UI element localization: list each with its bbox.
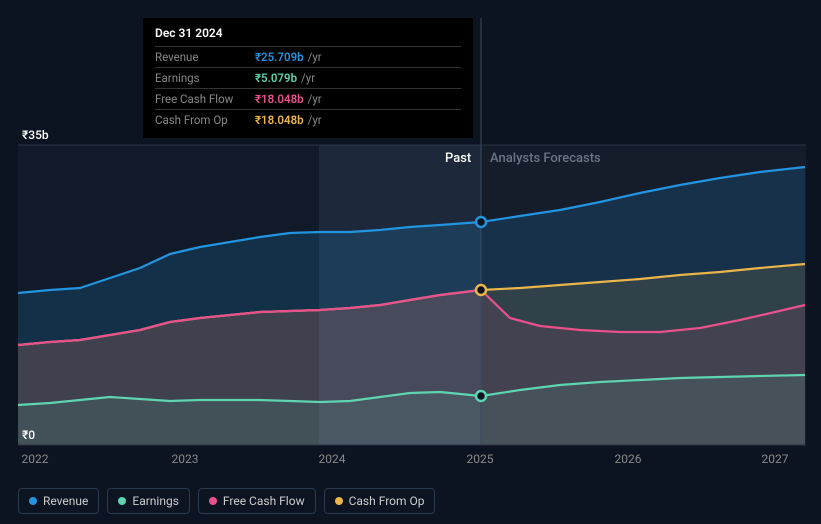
section-label-forecast: Analysts Forecasts bbox=[490, 151, 601, 166]
legend-item-earnings[interactable]: Earnings bbox=[107, 488, 190, 514]
tooltip-value: ₹25.709b bbox=[255, 50, 304, 64]
y-axis-max: ₹35b bbox=[22, 128, 49, 142]
legend: Revenue Earnings Free Cash Flow Cash From O… bbox=[18, 488, 435, 514]
tooltip-value: ₹5.079b bbox=[255, 71, 297, 85]
x-tick-2026: 2026 bbox=[615, 452, 642, 466]
y-axis-min: ₹0 bbox=[22, 428, 35, 442]
legend-dot-icon bbox=[209, 497, 217, 505]
legend-dot-icon bbox=[335, 497, 343, 505]
x-tick-2022: 2022 bbox=[22, 452, 49, 466]
tooltip-row: Cash From Op₹18.048b/yr bbox=[155, 109, 461, 130]
tooltip-unit: /yr bbox=[301, 71, 315, 85]
legend-label: Revenue bbox=[43, 494, 88, 508]
tooltip-label: Cash From Op bbox=[155, 113, 255, 127]
tooltip-value: ₹18.048b bbox=[255, 92, 304, 106]
legend-label: Free Cash Flow bbox=[223, 494, 305, 508]
legend-dot-icon bbox=[118, 497, 126, 505]
tooltip-date: Dec 31 2024 bbox=[155, 26, 461, 40]
legend-label: Cash From Op bbox=[349, 494, 425, 508]
tooltip-label: Revenue bbox=[155, 50, 255, 64]
x-tick-2023: 2023 bbox=[172, 452, 199, 466]
legend-item-free_cash_flow[interactable]: Free Cash Flow bbox=[198, 488, 316, 514]
x-tick-2024: 2024 bbox=[319, 452, 346, 466]
tooltip-label: Free Cash Flow bbox=[155, 92, 255, 106]
chart-tooltip: Dec 31 2024Revenue₹25.709b/yrEarnings₹5.… bbox=[143, 18, 473, 138]
tooltip-value: ₹18.048b bbox=[255, 113, 304, 127]
legend-item-cash_from_op[interactable]: Cash From Op bbox=[324, 488, 436, 514]
tooltip-row: Earnings₹5.079b/yr bbox=[155, 67, 461, 88]
x-tick-2027: 2027 bbox=[762, 452, 789, 466]
tooltip-unit: /yr bbox=[308, 50, 322, 64]
tooltip-unit: /yr bbox=[308, 113, 322, 127]
tooltip-unit: /yr bbox=[308, 92, 322, 106]
section-label-past: Past bbox=[445, 151, 471, 166]
legend-item-revenue[interactable]: Revenue bbox=[18, 488, 99, 514]
legend-dot-icon bbox=[29, 497, 37, 505]
x-tick-2025: 2025 bbox=[467, 452, 494, 466]
tooltip-label: Earnings bbox=[155, 71, 255, 85]
tooltip-row: Revenue₹25.709b/yr bbox=[155, 46, 461, 67]
legend-label: Earnings bbox=[132, 494, 179, 508]
financials-chart: ₹35b ₹0 Past Analysts Forecasts 2022 2023 2024… bbox=[0, 0, 821, 524]
tooltip-row: Free Cash Flow₹18.048b/yr bbox=[155, 88, 461, 109]
